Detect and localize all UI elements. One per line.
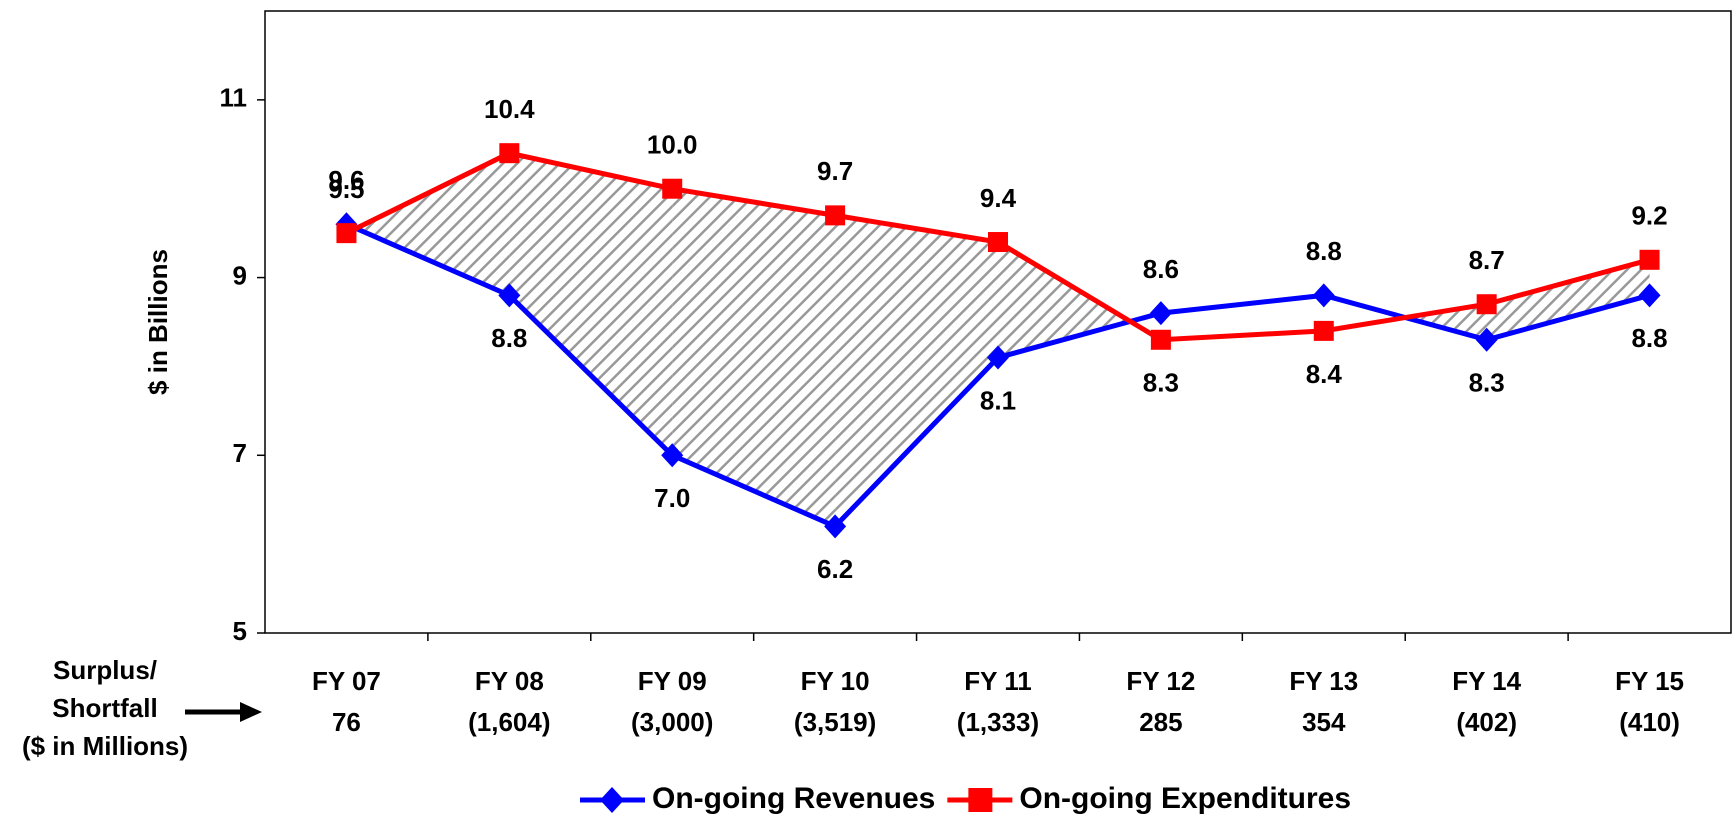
data-point <box>825 205 846 226</box>
data-label: 10.4 <box>484 94 535 124</box>
data-point <box>336 223 357 244</box>
surplus-label: (3,519) <box>794 707 876 737</box>
gap-area <box>509 153 673 456</box>
x-tick-label: FY 12 <box>1126 666 1195 696</box>
data-label: 8.8 <box>1631 323 1667 353</box>
data-point <box>1639 249 1660 270</box>
data-point <box>662 178 683 199</box>
gap-area <box>672 188 836 527</box>
data-point <box>661 443 684 468</box>
y-axis-title: $ in Billions <box>143 249 173 395</box>
row-label: Shortfall <box>52 693 157 723</box>
row-label: Surplus/ <box>53 655 157 685</box>
arrow-head <box>240 702 262 722</box>
data-point <box>987 345 1009 370</box>
legend-label: On-going Revenues <box>652 782 935 815</box>
x-tick-label: FY 10 <box>801 666 870 696</box>
data-point <box>1150 329 1171 350</box>
y-tick-label: 11 <box>220 83 248 113</box>
x-tick-label: FY 08 <box>475 666 544 696</box>
legend-marker <box>600 787 624 813</box>
data-point <box>1149 301 1172 326</box>
gap-area <box>1486 259 1650 340</box>
data-label: 8.7 <box>1469 245 1505 275</box>
data-point <box>1475 327 1498 352</box>
data-label: 8.3 <box>1469 368 1505 398</box>
surplus-label: 354 <box>1302 707 1346 737</box>
x-tick-label: FY 11 <box>964 666 1031 696</box>
x-tick-label: FY 07 <box>312 666 381 696</box>
x-tick-label: FY 13 <box>1289 666 1358 696</box>
data-point <box>499 143 520 164</box>
x-tick-label: FY 09 <box>638 666 707 696</box>
data-point <box>988 232 1008 253</box>
y-tick-label: 7 <box>233 438 247 468</box>
gap-area <box>356 153 510 296</box>
y-tick-label: 9 <box>233 260 247 290</box>
surplus-label: 76 <box>332 707 361 737</box>
legend-label: On-going Expenditures <box>1019 782 1351 815</box>
gap-area <box>1405 304 1487 340</box>
data-label: 8.3 <box>1143 368 1179 398</box>
legend-marker <box>968 788 993 812</box>
data-label: 9.4 <box>980 183 1017 213</box>
surplus-label: (410) <box>1619 707 1680 737</box>
data-label: 6.2 <box>817 554 853 584</box>
data-label: 9.5 <box>328 174 364 204</box>
surplus-label: 285 <box>1139 707 1182 737</box>
surplus-label: (1,604) <box>468 707 550 737</box>
data-label: 8.8 <box>1306 236 1342 266</box>
row-label: ($ in Millions) <box>22 731 188 761</box>
plot-frame <box>264 10 1732 634</box>
data-label: 8.6 <box>1143 254 1179 284</box>
data-label: 9.7 <box>817 156 853 186</box>
surplus-label: (402) <box>1456 707 1517 737</box>
x-tick-label: FY 14 <box>1452 666 1521 696</box>
gap-area <box>835 215 998 527</box>
surplus-label: (3,000) <box>631 707 713 737</box>
data-label: 8.4 <box>1306 359 1343 389</box>
data-label: 9.2 <box>1631 201 1667 231</box>
data-point <box>1312 283 1335 308</box>
data-label: 8.1 <box>980 385 1016 415</box>
data-point <box>1638 283 1661 308</box>
data-point <box>824 514 847 539</box>
data-point <box>498 283 521 308</box>
surplus-label: (1,333) <box>957 707 1039 737</box>
y-tick-label: 5 <box>233 616 247 646</box>
data-label: 8.8 <box>491 323 527 353</box>
x-tick-label: FY 15 <box>1615 666 1684 696</box>
data-label: 7.0 <box>654 483 690 513</box>
data-point <box>1476 294 1497 315</box>
data-point <box>1313 320 1334 341</box>
data-label: 9.6 <box>328 165 364 195</box>
data-label: 10.0 <box>647 130 698 160</box>
